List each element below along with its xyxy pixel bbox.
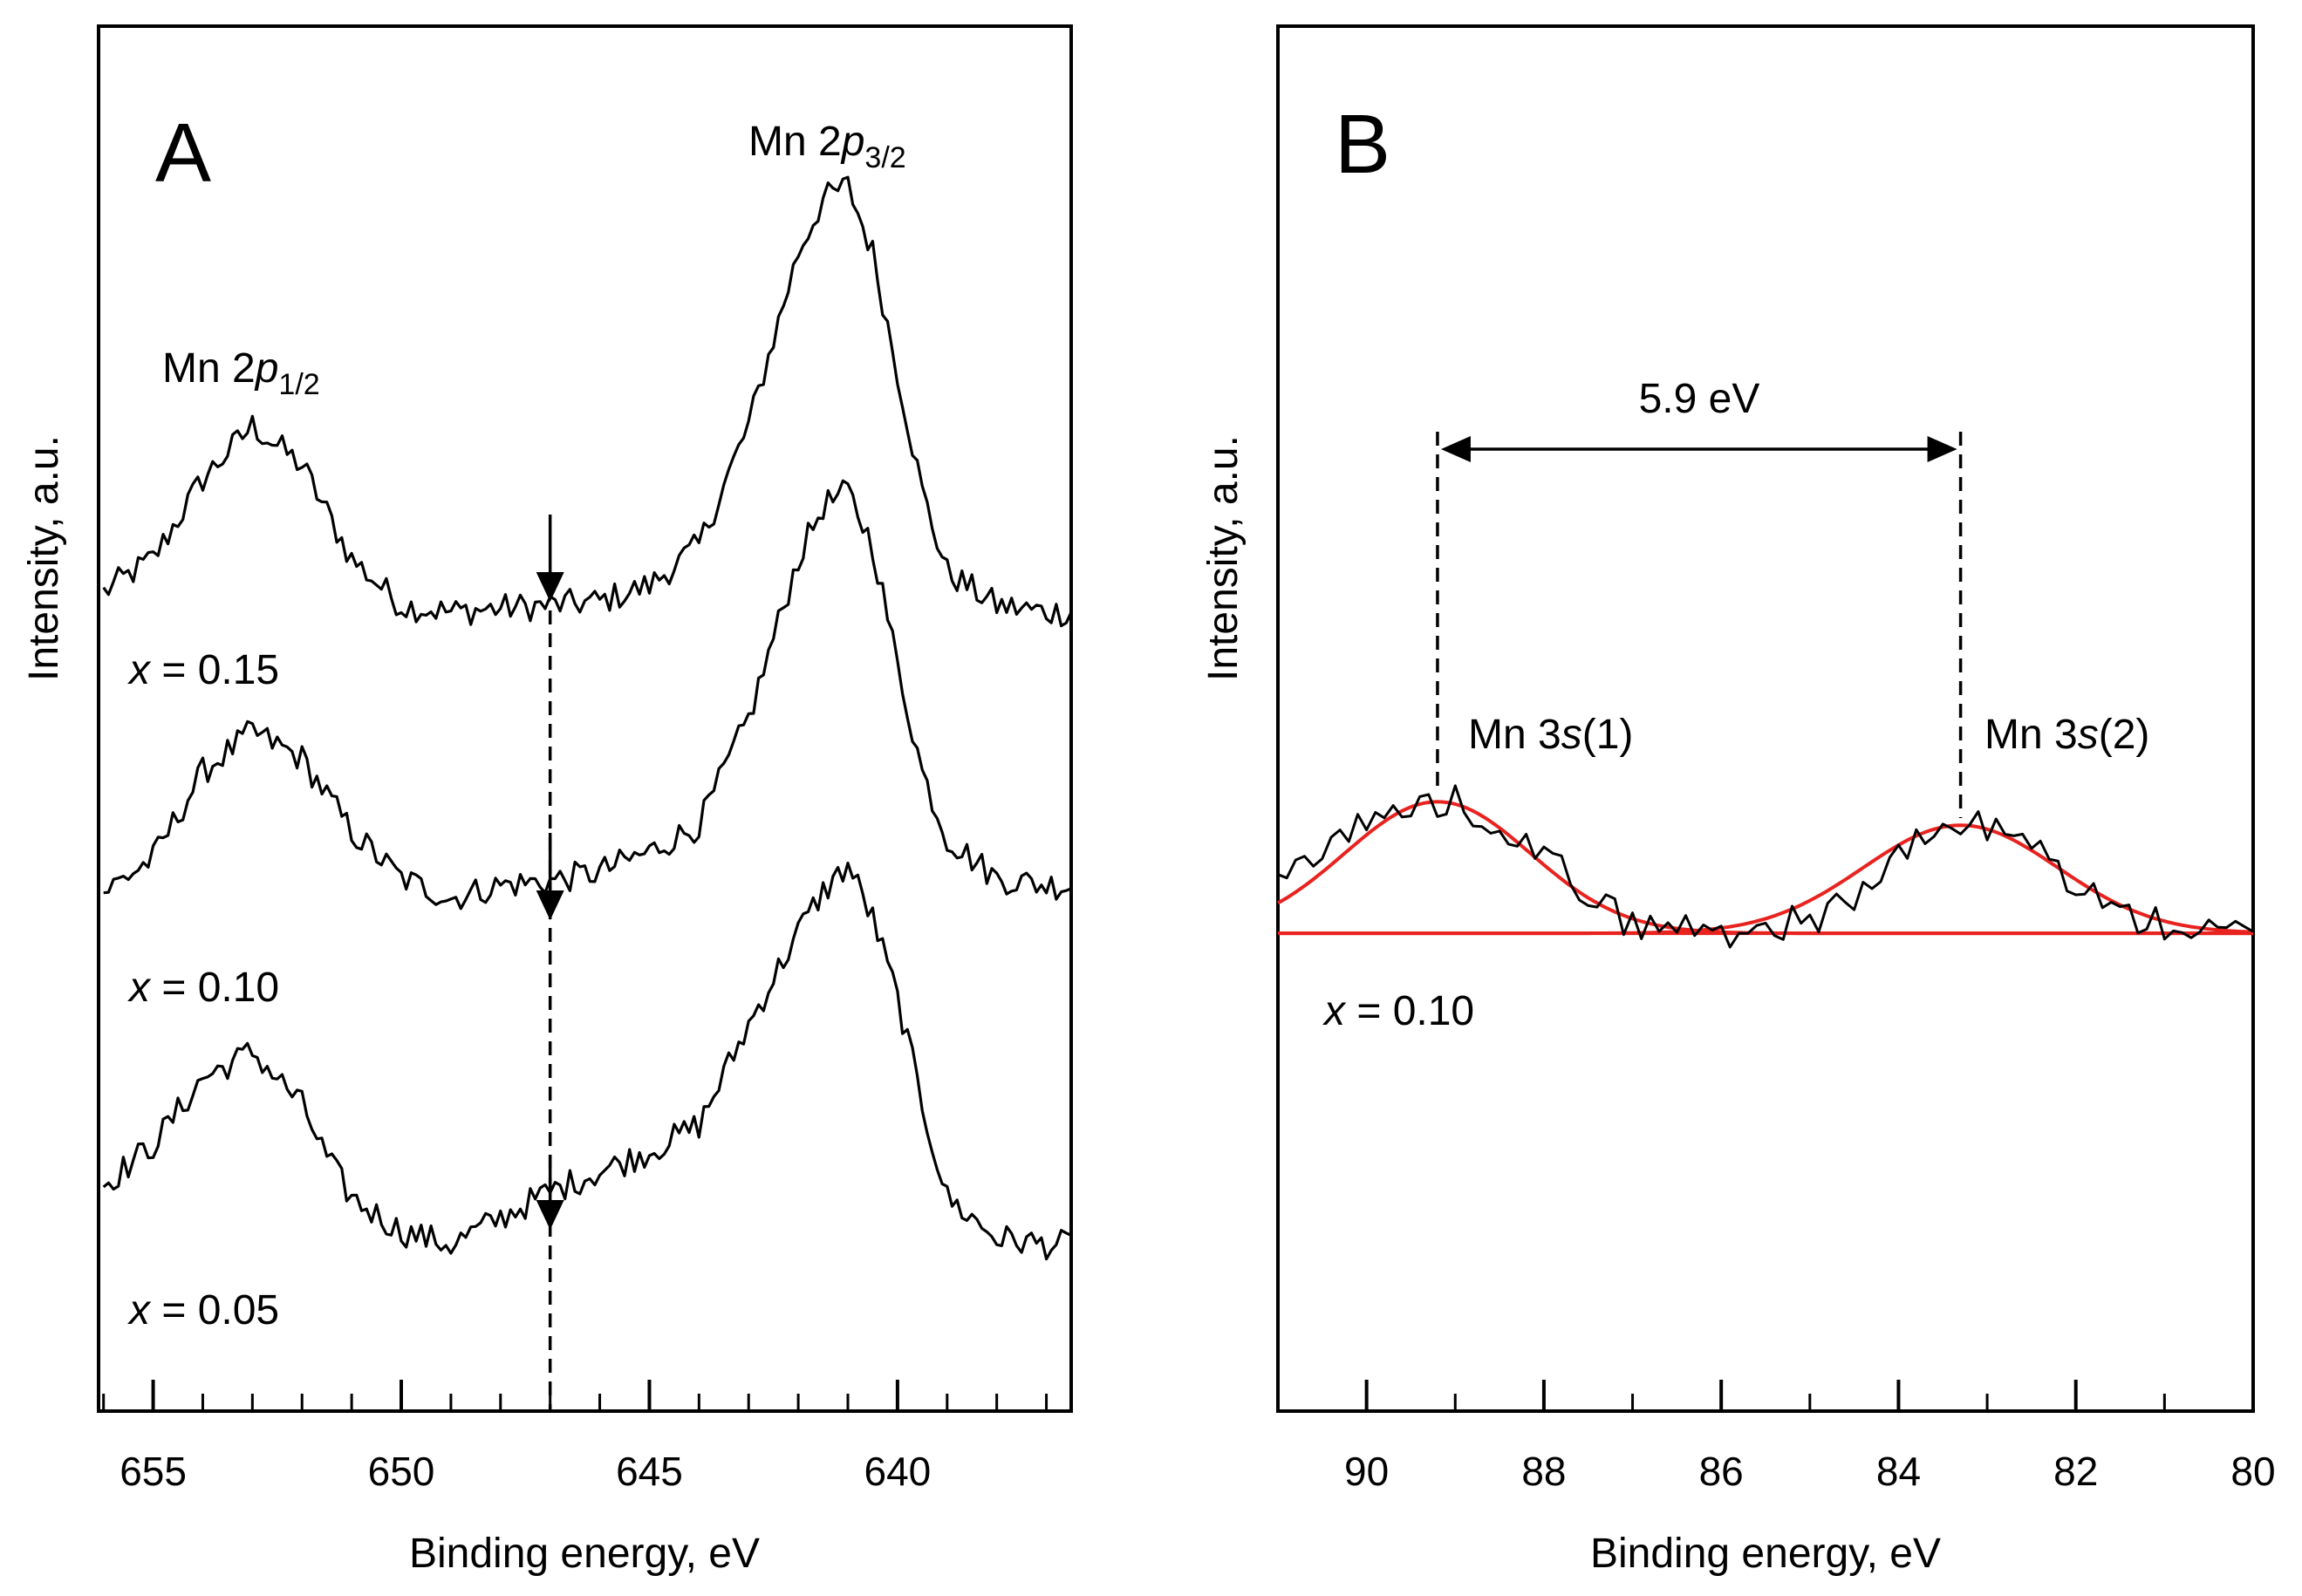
panel-b-x-tick-labels: 90 88 86 84 82 80 xyxy=(1344,1449,2276,1494)
panel-b-x-tick-label-90: 90 xyxy=(1344,1449,1389,1494)
series-label-x-0-15: x = 0.15 xyxy=(127,647,279,693)
panel-a-y-axis-label: Intensity, a.u. xyxy=(21,435,67,681)
panel-a-letter: A xyxy=(155,106,211,200)
panel-b-series xyxy=(1277,784,2254,949)
panel-a-arrow-head-2 xyxy=(536,1200,564,1230)
splitting-label: 5.9 eV xyxy=(1639,376,1760,422)
panel-b-x-tick-label-86: 86 xyxy=(1699,1449,1744,1494)
panel-b-x-tick-label-82: 82 xyxy=(2053,1449,2098,1494)
panel-a-x-axis-label: Binding energy, eV xyxy=(409,1531,760,1577)
panel-a-x-tick-label-650: 650 xyxy=(368,1449,435,1494)
panel-b-x-ticks xyxy=(1276,1380,2255,1411)
panel-a-x-tick-label-640: 640 xyxy=(864,1449,932,1494)
panel-a-x-tick-label-655: 655 xyxy=(120,1449,187,1494)
peak-label-mn-3s2: Mn 3s(2) xyxy=(1984,712,2149,758)
panel-a-x-ticks xyxy=(102,1380,1049,1411)
panel-a-frame xyxy=(97,24,1073,1413)
panel-a-x-tick-labels: 655 650 645 640 xyxy=(120,1449,931,1494)
peak-label-mn-2p32: Mn 2p3/2 xyxy=(748,119,906,174)
panel-b-x-axis-label: Binding energy, eV xyxy=(1590,1531,1941,1577)
panel-b-y-axis-label: Intensity, a.u. xyxy=(1200,435,1247,681)
peak-label-mn-3s1: Mn 3s(1) xyxy=(1468,712,1633,758)
panel-a-x-tick-label-645: 645 xyxy=(616,1449,683,1494)
series-label-x-0-10: x = 0.10 xyxy=(127,965,279,1011)
panel-a-arrow-head-0 xyxy=(536,572,564,602)
panel-b-double-arrow-head-right xyxy=(1927,436,1957,462)
panel-b-data-line xyxy=(1277,784,2254,949)
panel-b-fit-peak-2 xyxy=(1278,823,2254,936)
peak-label-mn-2p12: Mn 2p1/2 xyxy=(162,345,320,401)
panel-b-x-tick-label-80: 80 xyxy=(2230,1449,2275,1494)
panel-a-markers xyxy=(536,515,564,1411)
panel-a-series-line-0 xyxy=(102,175,1073,628)
panel-b-letter: B xyxy=(1335,98,1390,191)
panel-b-x-tick-label-84: 84 xyxy=(1876,1449,1921,1494)
panel-a: A 655 650 645 640 Binding energy, eV Intens… xyxy=(21,24,1073,1577)
panel-a-series-line-1 xyxy=(103,479,1072,911)
panel-b-double-arrow-head-left xyxy=(1440,436,1471,462)
panel-b: B 90 88 86 84 82 80 Binding energy, eV Intens… xyxy=(1200,24,2276,1577)
panel-b-x-tick-label-88: 88 xyxy=(1521,1449,1566,1494)
panel-a-series xyxy=(102,175,1073,1261)
panel-a-series-line-2 xyxy=(102,862,1072,1261)
series-label-x-0-05: x = 0.05 xyxy=(127,1287,279,1333)
panel-b-markers xyxy=(1436,432,1963,818)
series-label-b-x-0-10: x = 0.10 xyxy=(1322,988,1474,1034)
panel-a-arrow-head-1 xyxy=(536,890,564,920)
panel-b-frame xyxy=(1276,24,2255,1413)
panel-b-fit-peak-1 xyxy=(1277,800,2253,936)
